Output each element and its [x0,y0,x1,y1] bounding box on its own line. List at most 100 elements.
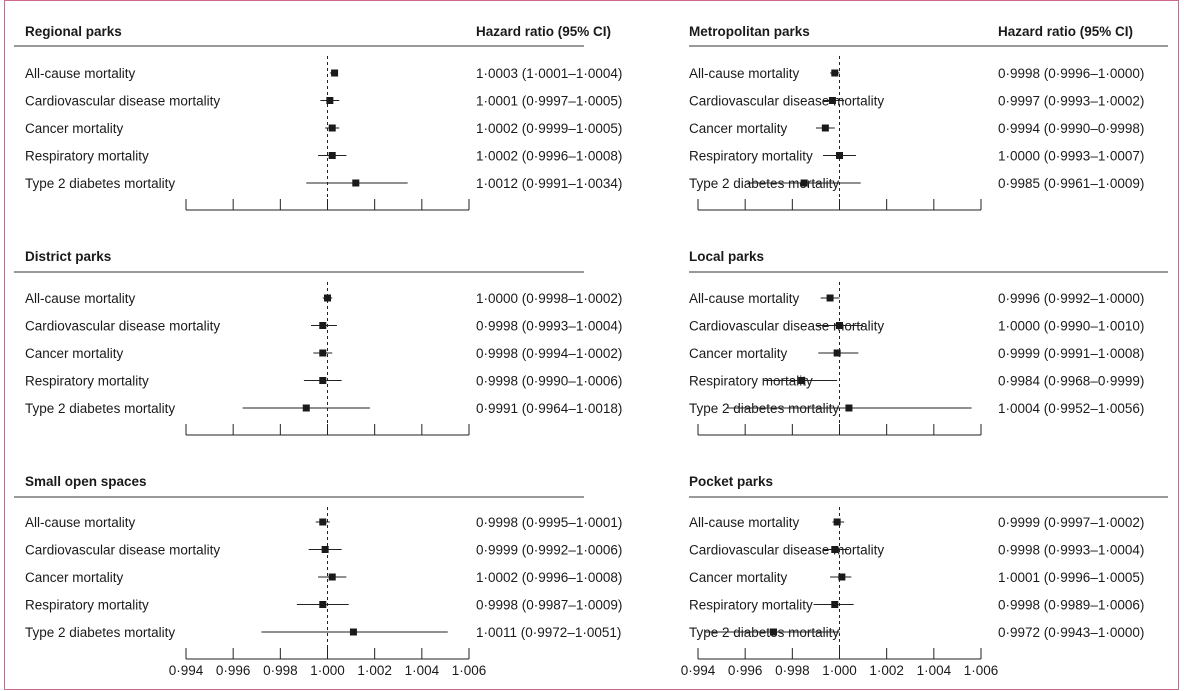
outcome-label: Cancer mortality [25,121,124,136]
point-estimate [838,573,846,581]
hr-value: 0·9998 (0·9993–1·0004) [998,543,1144,558]
point-estimate [836,322,843,329]
hr-value: 0·9998 (0·9993–1·0004) [476,319,622,334]
outcome-label: All-cause mortality [689,66,800,81]
point-estimate [326,97,334,104]
hr-value: 1·0000 (0·9993–1·0007) [998,149,1144,164]
x-tick-label: 1·000 [310,663,345,678]
outcome-label: Respiratory mortality [689,374,813,389]
hr-value: 1·0004 (0·9952–1·0056) [998,401,1144,416]
point-estimate [798,377,806,384]
point-estimate [319,322,327,329]
outcome-label: Cancer mortality [689,346,788,361]
x-tick-label: 0·996 [216,663,251,678]
x-tick-label: 1·002 [869,663,904,678]
outcome-label: Cancer mortality [25,570,124,585]
outcome-label: Cardiovascular disease mortality [25,94,220,109]
hr-value: 0·9998 (0·9989–1·0006) [998,598,1144,613]
outcome-label: All-cause mortality [25,291,136,306]
hr-value: 1·0001 (0·9996–1·0005) [998,570,1144,585]
hr-value: 0·9984 (0·9968–0·9999) [998,374,1144,389]
hr-value: 1·0012 (0·9991–1·0034) [476,176,622,191]
outcome-label: Type 2 diabetes mortality [25,176,175,191]
outcome-label: All-cause mortality [25,66,136,81]
outcome-label: Cardiovascular disease mortality [25,543,220,558]
panel-title: District parks [25,249,111,264]
point-estimate [769,628,777,636]
hr-value: 1·0002 (0·9999–1·0005) [476,121,622,136]
outcome-label: All-cause mortality [25,515,136,530]
outcome-label: Cancer mortality [25,346,124,361]
panel-title: Metropolitan parks [689,24,810,39]
point-estimate [302,404,310,412]
panel-title: Small open spaces [25,474,147,489]
hr-value: 0·9999 (0·9992–1·0006) [476,543,622,558]
hr-value: 0·9998 (0·9995–1·0001) [476,515,622,530]
outcome-label: Respiratory mortality [689,598,813,613]
x-tick-label: 1·004 [405,663,440,678]
hr-value: 0·9985 (0·9961–1·0009) [998,176,1144,191]
outcome-label: Respiratory mortality [25,149,149,164]
hr-value: 1·0000 (0·9998–1·0002) [476,291,622,306]
point-estimate [833,518,841,526]
outcome-label: Cardiovascular disease mortality [689,94,884,109]
panel-title: Pocket parks [689,474,773,489]
outcome-label: Respiratory mortality [25,374,149,389]
hr-value: 1·0002 (0·9996–1·0008) [476,149,622,164]
x-tick-label: 0·998 [775,663,810,678]
point-estimate [321,546,329,553]
point-estimate [319,349,327,357]
hr-value: 1·0000 (0·9990–1·0010) [998,319,1144,334]
hr-value: 1·0002 (0·9996–1·0008) [476,570,622,585]
hr-value: 1·0003 (1·0001–1·0004) [476,66,622,81]
hr-value: 0·9994 (0·9990–0·9998) [998,121,1144,136]
outcome-label: Cardiovascular disease mortality [689,319,884,334]
point-estimate [319,601,327,608]
point-estimate [831,69,839,77]
point-estimate [831,601,839,608]
panel-title: Regional parks [25,24,122,39]
point-estimate [349,628,357,636]
outcome-label: Type 2 diabetes mortality [25,401,175,416]
column-header: Hazard ratio (95% CI) [998,24,1133,39]
x-tick-label: 1·004 [917,663,952,678]
x-tick-label: 0·996 [728,663,763,678]
hr-value: 0·9999 (0·9997–1·0002) [998,515,1144,530]
x-tick-label: 1·002 [357,663,392,678]
point-estimate [324,294,331,302]
point-estimate [328,573,336,581]
point-estimate [352,179,360,187]
point-estimate [800,179,808,187]
x-tick-label: 1·000 [822,663,857,678]
outcome-label: All-cause mortality [689,515,800,530]
point-estimate [836,152,843,159]
point-estimate [319,518,327,526]
point-estimate [828,97,836,104]
x-tick-label: 0·998 [263,663,298,678]
x-tick-label: 1·006 [964,663,999,678]
hr-value: 0·9999 (0·9991–1·0008) [998,346,1144,361]
hr-value: 0·9997 (0·9993–1·0002) [998,94,1144,109]
outcome-label: Cardiovascular disease mortality [25,319,220,334]
x-tick-label: 0·994 [169,663,204,678]
x-tick-label: 0·994 [681,663,716,678]
point-estimate [821,124,829,132]
point-estimate [826,294,834,302]
outcome-label: Type 2 diabetes mortality [25,625,175,640]
hr-value: 0·9998 (0·9996–1·0000) [998,66,1144,81]
hr-value: 0·9998 (0·9994–1·0002) [476,346,622,361]
panel-title: Local parks [689,249,764,264]
outcome-label: Cancer mortality [689,121,788,136]
hr-value: 1·0011 (0·9972–1·0051) [476,625,621,640]
outcome-label: Cancer mortality [689,570,788,585]
hr-value: 0·9998 (0·9987–1·0009) [476,598,622,613]
point-estimate [845,404,853,412]
outcome-label: Cardiovascular disease mortality [689,543,884,558]
point-estimate [831,546,839,553]
column-header: Hazard ratio (95% CI) [476,24,611,39]
hr-value: 0·9991 (0·9964–1·0018) [476,401,622,416]
point-estimate [319,377,327,384]
point-estimate [328,124,336,132]
hr-value: 0·9998 (0·9990–1·0006) [476,374,622,389]
